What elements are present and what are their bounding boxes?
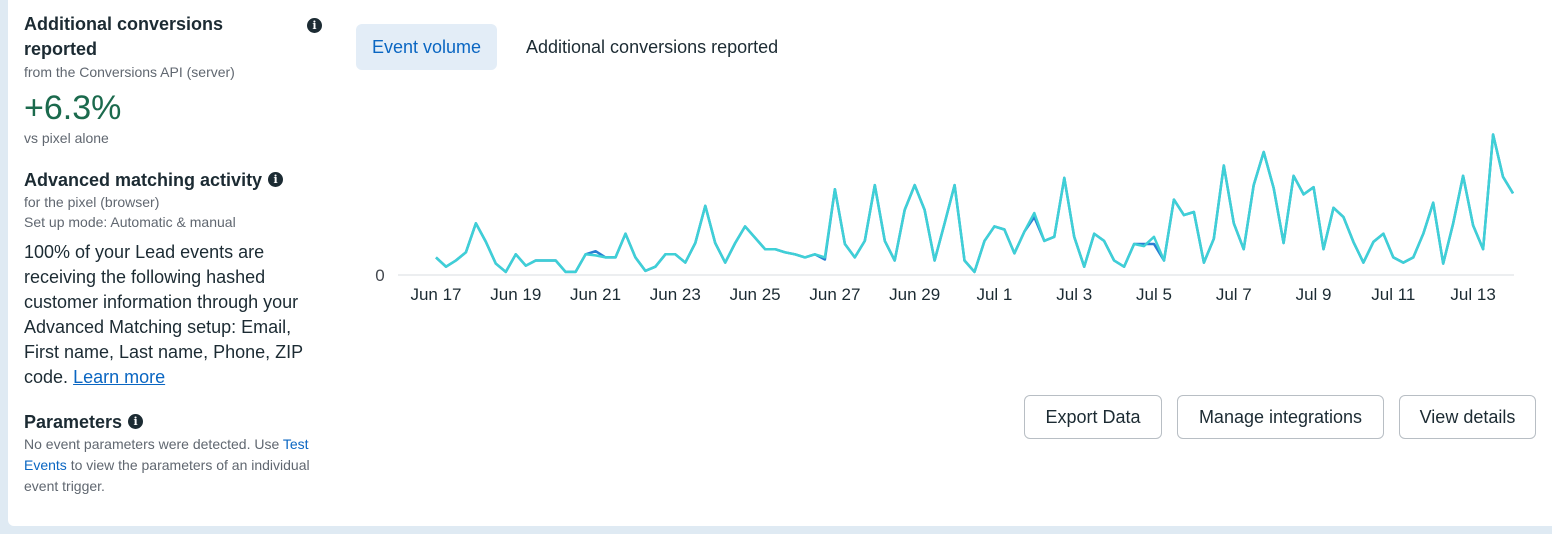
learn-more-link[interactable]: Learn more [73,367,166,387]
conversions-subtitle: from the Conversions API (server) [24,64,235,80]
parameters-section: Parameters i No event parameters were det… [24,410,324,497]
conversions-comparison: vs pixel alone [24,130,109,146]
x-tick-label: Jun 23 [650,285,701,304]
x-tick-label: Jul 7 [1216,285,1252,304]
y-tick-label: 0 [375,266,384,285]
event-volume-chart: 0 Jun 17 Jun 19 Jun 21 Jun 23 Jun 25 Jun 27 Jun… [375,133,1515,304]
advanced-matching-subtitle: for the pixel (browser) [24,194,160,210]
info-icon[interactable]: i [128,414,144,430]
x-tick-label: Jul 3 [1056,285,1092,304]
x-tick-label: Jun 29 [889,285,940,304]
event-summary-card: Additional conversions reported i from t… [8,0,1552,526]
parameters-text-after: to view the parameters of an individual … [24,457,310,494]
parameters-title: Parameters [24,412,123,432]
x-tick-label: Jun 21 [570,285,621,304]
conversions-header: Additional conversions reported i [24,12,324,62]
parameters-header: Parameters i [24,410,324,434]
x-tick-label: Jun 27 [809,285,860,304]
advanced-matching-title: Advanced matching activity [24,170,263,190]
x-tick-label: Jul 5 [1136,285,1172,304]
x-tick-label: Jul 1 [976,285,1012,304]
advanced-matching-header: Advanced matching activity i [24,168,324,192]
advanced-matching-section: Advanced matching activity i for the pixe… [24,168,324,390]
x-tick-label: Jun 19 [490,285,541,304]
test-events-link[interactable]: Test Events [24,436,309,473]
x-tick-label: Jul 11 [1371,285,1415,304]
tab-event-volume[interactable]: Event volume [356,24,498,70]
x-tick-label: Jul 13 [1450,285,1495,304]
setup-mode-text: Set up mode: Automatic & manual [24,214,236,230]
left-panel: Additional conversions reported i from t… [24,12,324,497]
tab-additional-conversions[interactable]: Additional conversions reported [526,37,779,57]
export-data-button[interactable]: Export Data [1024,395,1162,439]
info-icon[interactable]: i [307,18,322,33]
manage-integrations-button[interactable]: Manage integrations [1177,395,1384,439]
x-tick-label: Jun 25 [730,285,781,304]
advanced-matching-body: 100% of your Lead events are receiving t… [24,242,303,387]
parameters-text-before: No event parameters were detected. Use [24,436,280,452]
series-line-0 [435,133,1515,274]
series-line-1 [435,133,1515,274]
info-icon[interactable]: i [268,172,284,188]
x-tick-label: Jun 17 [410,285,461,304]
x-tick-label: Jul 9 [1296,285,1332,304]
parameters-description: No event parameters were detected. Use T… [24,434,324,497]
conversions-title: Additional conversions reported [24,14,224,59]
advanced-matching-description: 100% of your Lead events are receiving t… [24,240,324,390]
conversions-value: +6.3% [24,89,122,127]
view-details-button[interactable]: View details [1399,395,1536,439]
